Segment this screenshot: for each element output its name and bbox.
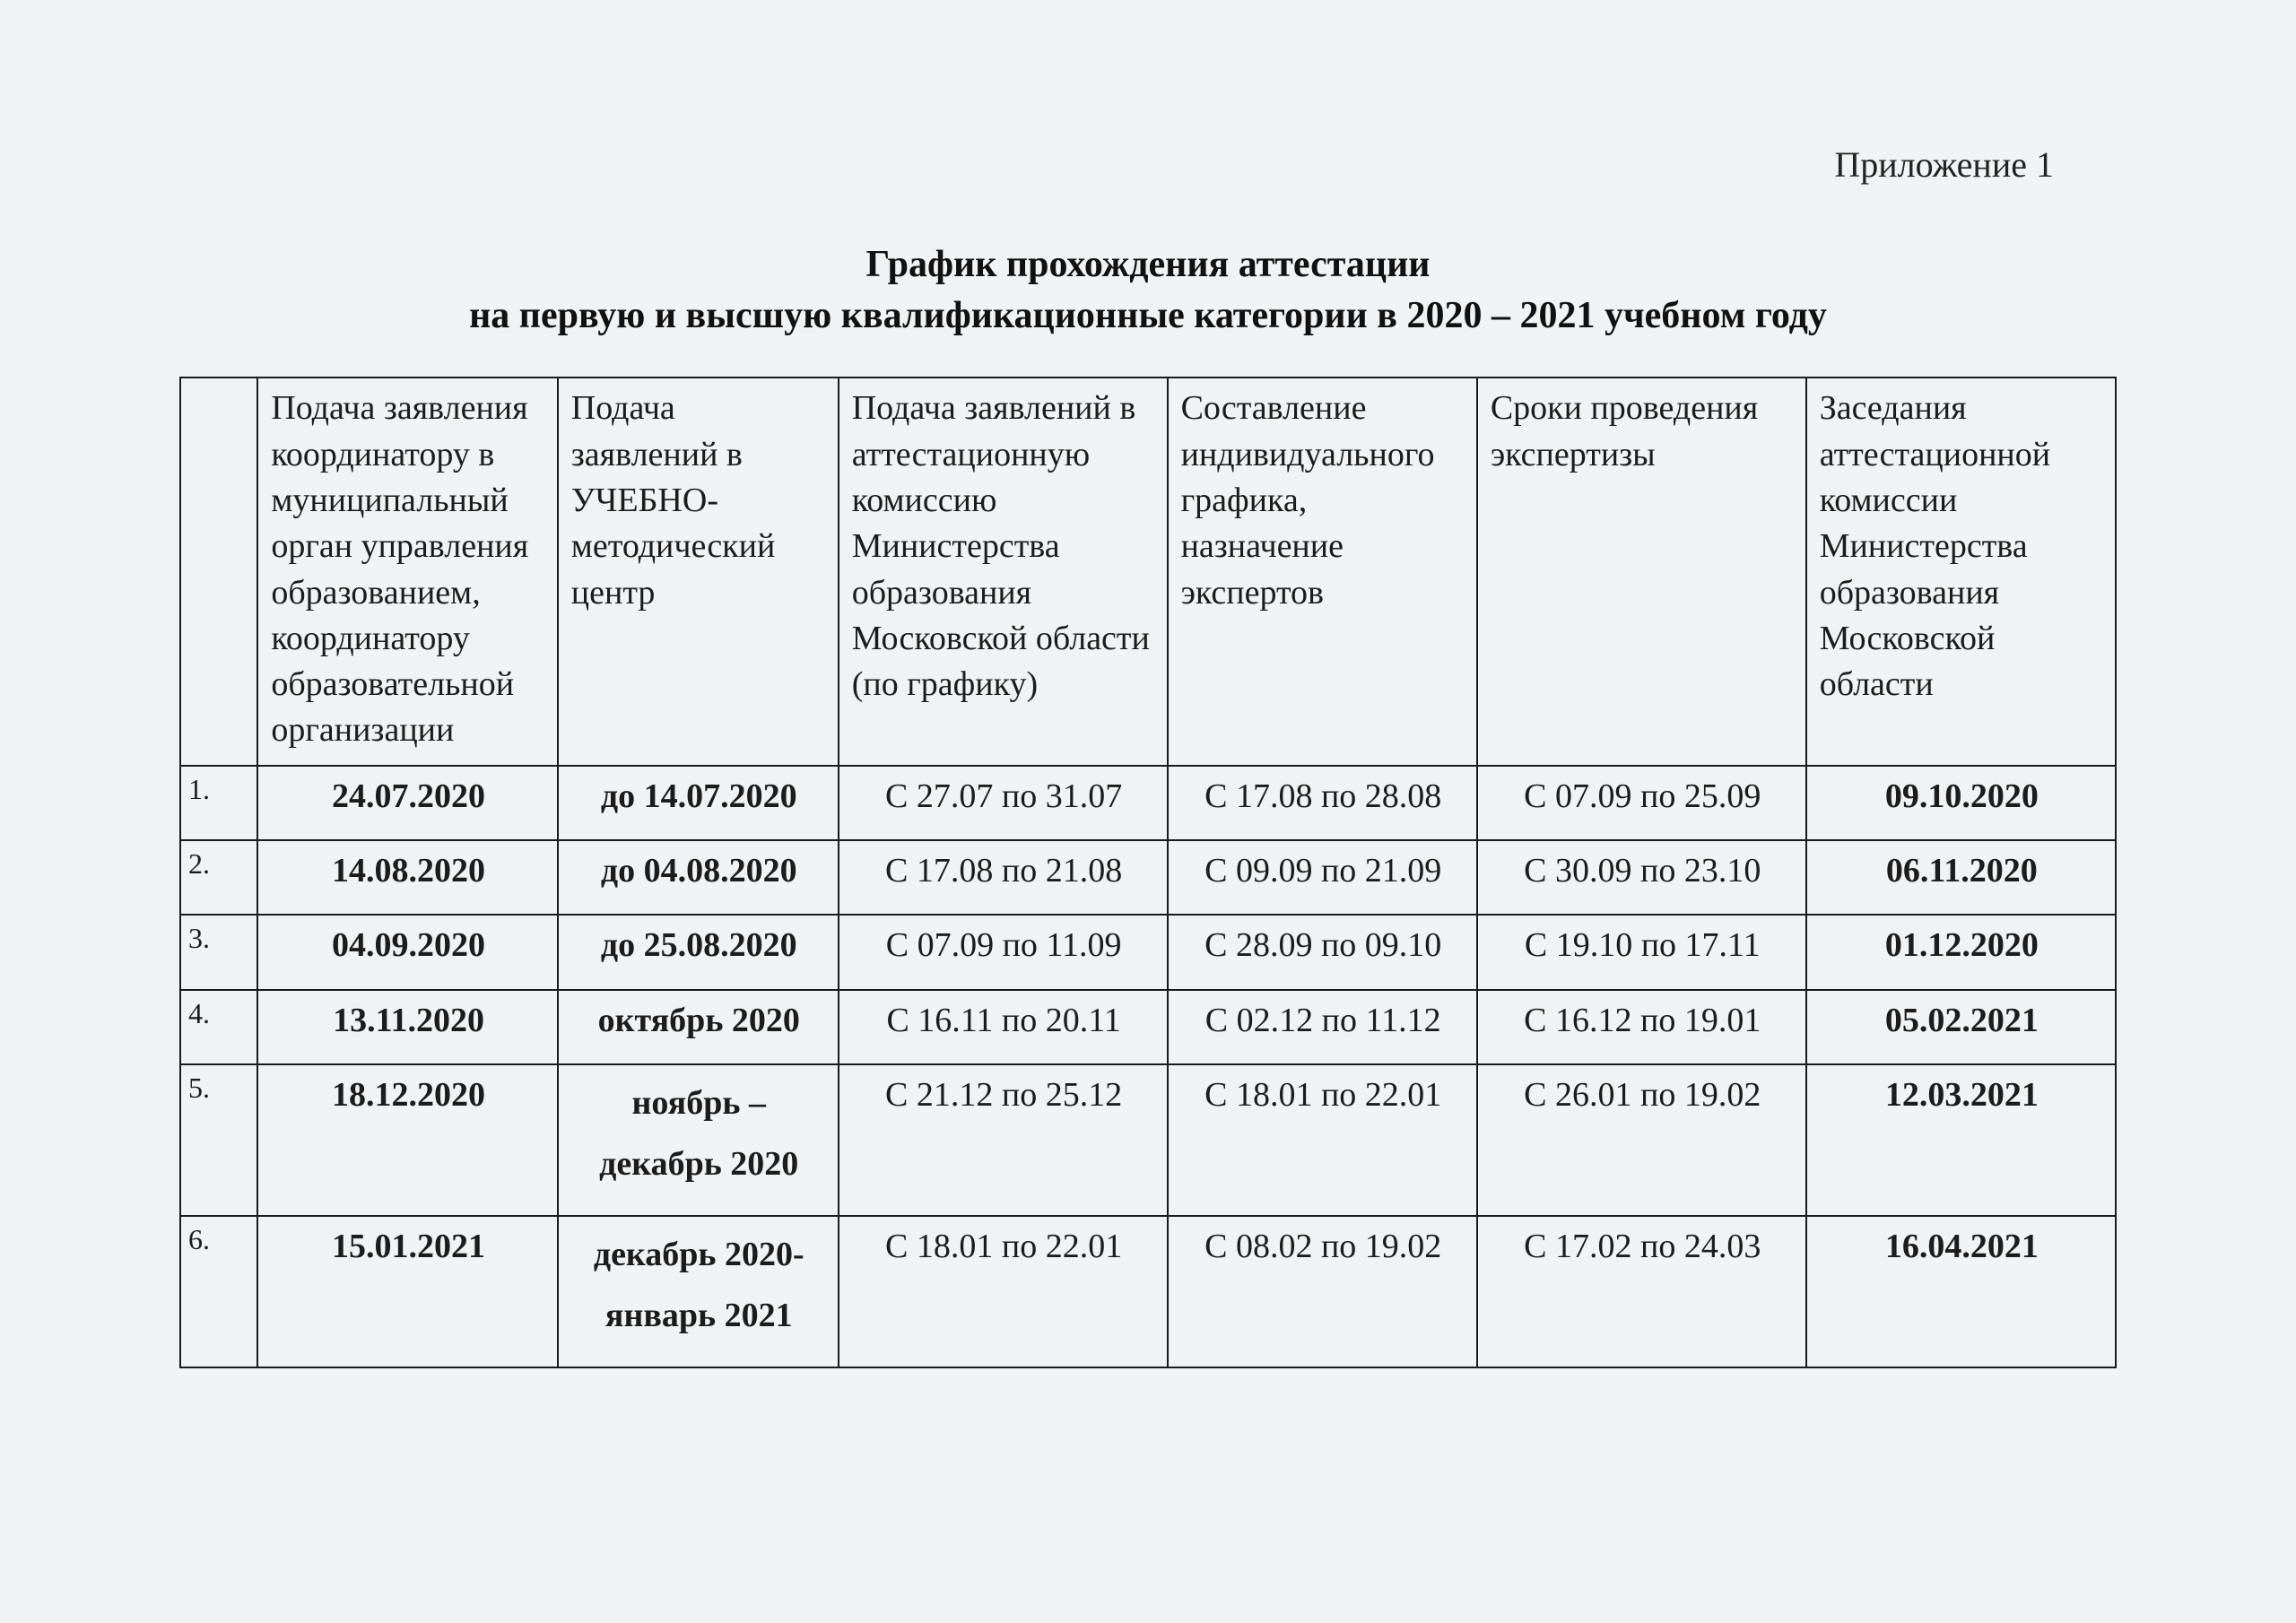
cell-c6: 12.03.2021 xyxy=(1806,1064,2116,1216)
cell-c4: С 09.09 по 21.09 xyxy=(1168,840,1477,915)
table-row: 1. 24.07.2020 до 14.07.2020 С 27.07 по 3… xyxy=(180,766,2116,840)
cell-c6: 09.10.2020 xyxy=(1806,766,2116,840)
table-header-num xyxy=(180,378,257,765)
table-header-c3: Подача заявлений в аттестационную комисс… xyxy=(839,378,1168,765)
appendix-label: Приложение 1 xyxy=(179,143,2054,186)
table-row: 3. 04.09.2020 до 25.08.2020 С 07.09 по 1… xyxy=(180,915,2116,989)
table-row: 2. 14.08.2020 до 04.08.2020 С 17.08 по 2… xyxy=(180,840,2116,915)
cell-c4: С 18.01 по 22.01 xyxy=(1168,1064,1477,1216)
cell-c6: 01.12.2020 xyxy=(1806,915,2116,989)
cell-c2: до 25.08.2020 xyxy=(558,915,839,989)
cell-c2: декабрь 2020- январь 2021 xyxy=(558,1216,839,1367)
document-title: График прохождения аттестации на первую … xyxy=(179,239,2117,341)
cell-c2: до 04.08.2020 xyxy=(558,840,839,915)
row-num: 3. xyxy=(180,915,257,989)
cell-c1: 18.12.2020 xyxy=(257,1064,557,1216)
row-num: 5. xyxy=(180,1064,257,1216)
cell-c5: С 26.01 по 19.02 xyxy=(1477,1064,1806,1216)
table-header-c4: Составление индивидуального графика, наз… xyxy=(1168,378,1477,765)
row-num: 6. xyxy=(180,1216,257,1367)
cell-c3: С 16.11 по 20.11 xyxy=(839,990,1168,1064)
cell-c6: 16.04.2021 xyxy=(1806,1216,2116,1367)
cell-c4: С 28.09 по 09.10 xyxy=(1168,915,1477,989)
table-header-c2: Подача заявлений в УЧЕБНО-методический ц… xyxy=(558,378,839,765)
table-header-c6: Заседания аттестационной комиссии Минист… xyxy=(1806,378,2116,765)
cell-c1: 13.11.2020 xyxy=(257,990,557,1064)
table-row: 5. 18.12.2020 ноябрь – декабрь 2020 С 21… xyxy=(180,1064,2116,1216)
row-num: 4. xyxy=(180,990,257,1064)
table-header-c5: Сроки проведения экспертизы xyxy=(1477,378,1806,765)
cell-c2: ноябрь – декабрь 2020 xyxy=(558,1064,839,1216)
cell-c5: С 07.09 по 25.09 xyxy=(1477,766,1806,840)
table-row: 4. 13.11.2020 октябрь 2020 С 16.11 по 20… xyxy=(180,990,2116,1064)
cell-c3: С 21.12 по 25.12 xyxy=(839,1064,1168,1216)
cell-c6: 06.11.2020 xyxy=(1806,840,2116,915)
title-line-2: на первую и высшую квалификационные кате… xyxy=(469,295,1827,336)
row-num: 2. xyxy=(180,840,257,915)
cell-c4: С 08.02 по 19.02 xyxy=(1168,1216,1477,1367)
cell-c1: 14.08.2020 xyxy=(257,840,557,915)
cell-c5: С 30.09 по 23.10 xyxy=(1477,840,1806,915)
row-num: 1. xyxy=(180,766,257,840)
document-page: Приложение 1 График прохождения аттестац… xyxy=(0,0,2296,1623)
cell-c4: С 02.12 по 11.12 xyxy=(1168,990,1477,1064)
cell-c5: С 17.02 по 24.03 xyxy=(1477,1216,1806,1367)
attestation-schedule-table: Подача заявления координатору в муниципа… xyxy=(179,377,2117,1367)
table-header-row: Подача заявления координатору в муниципа… xyxy=(180,378,2116,765)
cell-c1: 24.07.2020 xyxy=(257,766,557,840)
cell-c3: С 27.07 по 31.07 xyxy=(839,766,1168,840)
cell-c3: С 17.08 по 21.08 xyxy=(839,840,1168,915)
cell-c3: С 18.01 по 22.01 xyxy=(839,1216,1168,1367)
cell-c2: до 14.07.2020 xyxy=(558,766,839,840)
cell-c1: 15.01.2021 xyxy=(257,1216,557,1367)
cell-c1: 04.09.2020 xyxy=(257,915,557,989)
cell-c6: 05.02.2021 xyxy=(1806,990,2116,1064)
cell-c5: С 16.12 по 19.01 xyxy=(1477,990,1806,1064)
cell-c3: С 07.09 по 11.09 xyxy=(839,915,1168,989)
table-row: 6. 15.01.2021 декабрь 2020- январь 2021 … xyxy=(180,1216,2116,1367)
cell-c5: С 19.10 по 17.11 xyxy=(1477,915,1806,989)
title-line-1: График прохождения аттестации xyxy=(866,244,1431,285)
table-header-c1: Подача заявления координатору в муниципа… xyxy=(257,378,557,765)
cell-c4: С 17.08 по 28.08 xyxy=(1168,766,1477,840)
cell-c2: октябрь 2020 xyxy=(558,990,839,1064)
